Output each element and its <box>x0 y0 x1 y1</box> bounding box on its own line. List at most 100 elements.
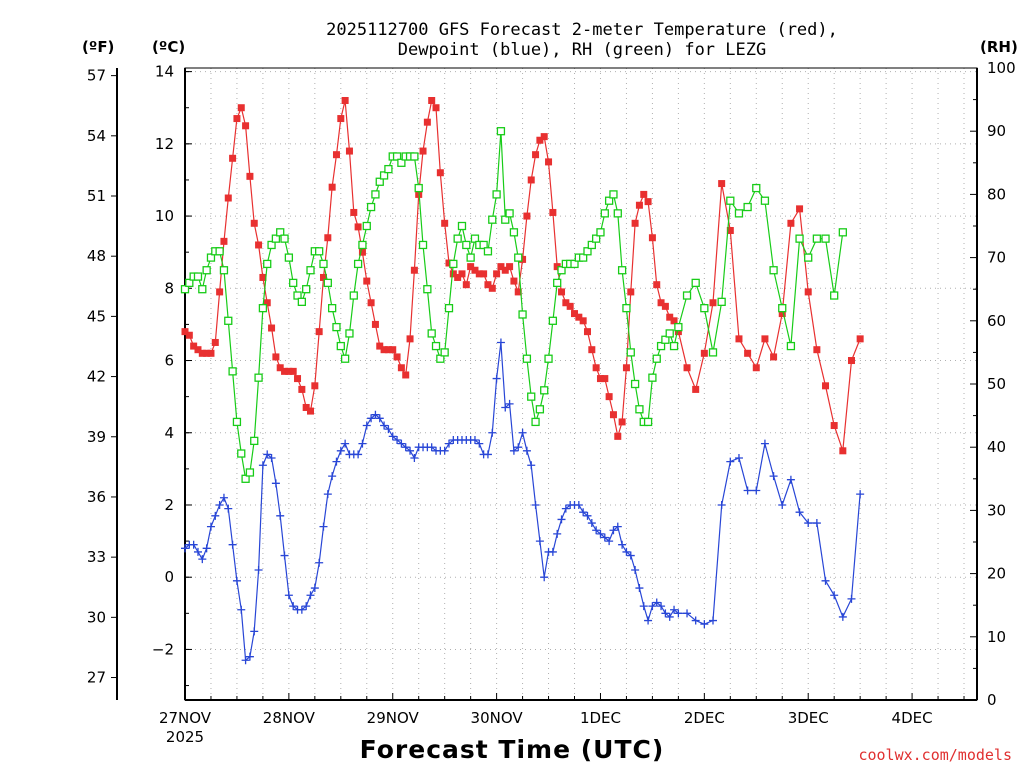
dewpoint-point <box>856 490 865 499</box>
dewpoint-point <box>496 338 505 347</box>
temperature-point <box>596 375 604 383</box>
temperature-point <box>233 115 241 123</box>
rh-tick-label: 20 <box>987 565 1006 583</box>
relative-humidity-point <box>358 240 367 250</box>
temperature-point <box>653 281 661 289</box>
temperature-point <box>307 407 315 415</box>
temperature-point <box>376 342 384 350</box>
dewpoint-point <box>726 457 735 466</box>
temperature-point <box>332 151 340 159</box>
relative-humidity-point <box>656 341 666 351</box>
temperature-point <box>635 201 643 209</box>
relative-humidity-point <box>492 190 501 199</box>
relative-humidity-point <box>219 266 229 275</box>
dewpoint-point <box>609 526 618 535</box>
temperature-point <box>787 219 795 227</box>
temperature-point <box>839 447 847 455</box>
dewpoint-point <box>401 443 410 452</box>
temperature-point <box>627 288 635 296</box>
relative-humidity-point <box>267 240 276 250</box>
temperature-point <box>198 349 206 357</box>
dewpoint-point <box>267 454 276 463</box>
relative-humidity-point <box>340 354 350 363</box>
temperature-point <box>350 208 358 216</box>
dewpoint-point <box>514 443 523 452</box>
temperature-point <box>506 263 514 271</box>
temperature-point <box>224 194 232 202</box>
dewpoint-point <box>388 432 397 441</box>
rh-tick-label: 80 <box>987 185 1006 203</box>
celsius-tick-label: 8 <box>164 279 174 297</box>
relative-humidity-point <box>591 234 601 243</box>
relative-humidity-point <box>245 468 255 477</box>
relative-humidity-point <box>604 196 614 205</box>
temperature-point <box>272 353 280 361</box>
relative-humidity-point <box>553 278 562 288</box>
dewpoint-point <box>574 500 583 509</box>
dewpoint-point <box>245 652 254 661</box>
temperature-point <box>562 299 570 307</box>
celsius-tick-label: 10 <box>155 207 174 225</box>
temperature-point <box>735 335 743 343</box>
chart-title-line-2: Dewpoint (blue), RH (green) for LEZG <box>398 40 766 60</box>
dewpoint-point <box>587 519 596 528</box>
temperature-point <box>337 115 345 123</box>
temperature-point <box>519 255 527 263</box>
temperature-point <box>259 273 267 281</box>
relative-humidity-point <box>185 278 194 288</box>
time-tick-label: 1DEC <box>580 709 621 727</box>
dewpoint-point <box>367 414 376 423</box>
dewpoint-point <box>427 443 436 452</box>
temperature-point <box>276 364 284 372</box>
temperature-point <box>553 263 561 271</box>
relative-humidity-point <box>315 247 324 256</box>
temperature-point <box>644 198 652 206</box>
temperature-point <box>237 104 245 112</box>
dewpoint-point <box>258 461 267 470</box>
relative-humidity-point <box>375 177 384 186</box>
temperature-point <box>648 234 656 242</box>
time-tick-label: 2DEC <box>684 709 725 727</box>
dewpoint-point <box>406 446 415 455</box>
temperature-point <box>726 227 734 235</box>
temperature-point <box>605 393 613 401</box>
dewpoint-point <box>289 602 298 611</box>
dewpoint-point <box>631 565 640 574</box>
temperature-point <box>566 302 574 310</box>
temperature-point <box>302 403 310 411</box>
dewpoint-point <box>445 439 453 448</box>
relative-humidity-point <box>769 266 778 275</box>
relative-humidity-point <box>669 341 679 351</box>
temperature-point <box>622 364 630 372</box>
dewpoint-series <box>181 338 865 665</box>
relative-humidity-point <box>760 196 770 205</box>
dewpoint-point <box>622 547 631 556</box>
dewpoint-point <box>488 428 497 437</box>
relative-humidity-point <box>366 202 376 212</box>
relative-humidity-point <box>579 253 588 262</box>
temperature-point <box>358 248 366 256</box>
dewpoint-point <box>215 500 224 509</box>
relative-humidity-point <box>734 209 744 218</box>
relative-humidity-point <box>509 228 519 237</box>
temperature-point <box>856 335 864 343</box>
relative-humidity-point <box>600 209 609 218</box>
temperature-point <box>571 310 579 318</box>
dewpoint-point <box>336 446 345 455</box>
relative-humidity-point <box>544 354 553 363</box>
relative-humidity-point <box>496 127 506 136</box>
relative-humidity-point <box>215 247 224 256</box>
relative-humidity-point <box>470 234 480 243</box>
temperature-point <box>700 349 708 357</box>
temperature-point <box>657 299 665 307</box>
relative-humidity-point <box>453 234 462 243</box>
dewpoint-point <box>838 612 847 621</box>
dewpoint-point <box>592 526 601 535</box>
temperature-point <box>454 273 462 281</box>
time-tick-label: 3DEC <box>788 709 829 727</box>
dewpoint-point <box>691 616 700 625</box>
relative-humidity-point <box>752 183 761 193</box>
relative-humidity-point <box>263 259 272 269</box>
relative-humidity-point <box>440 348 449 357</box>
